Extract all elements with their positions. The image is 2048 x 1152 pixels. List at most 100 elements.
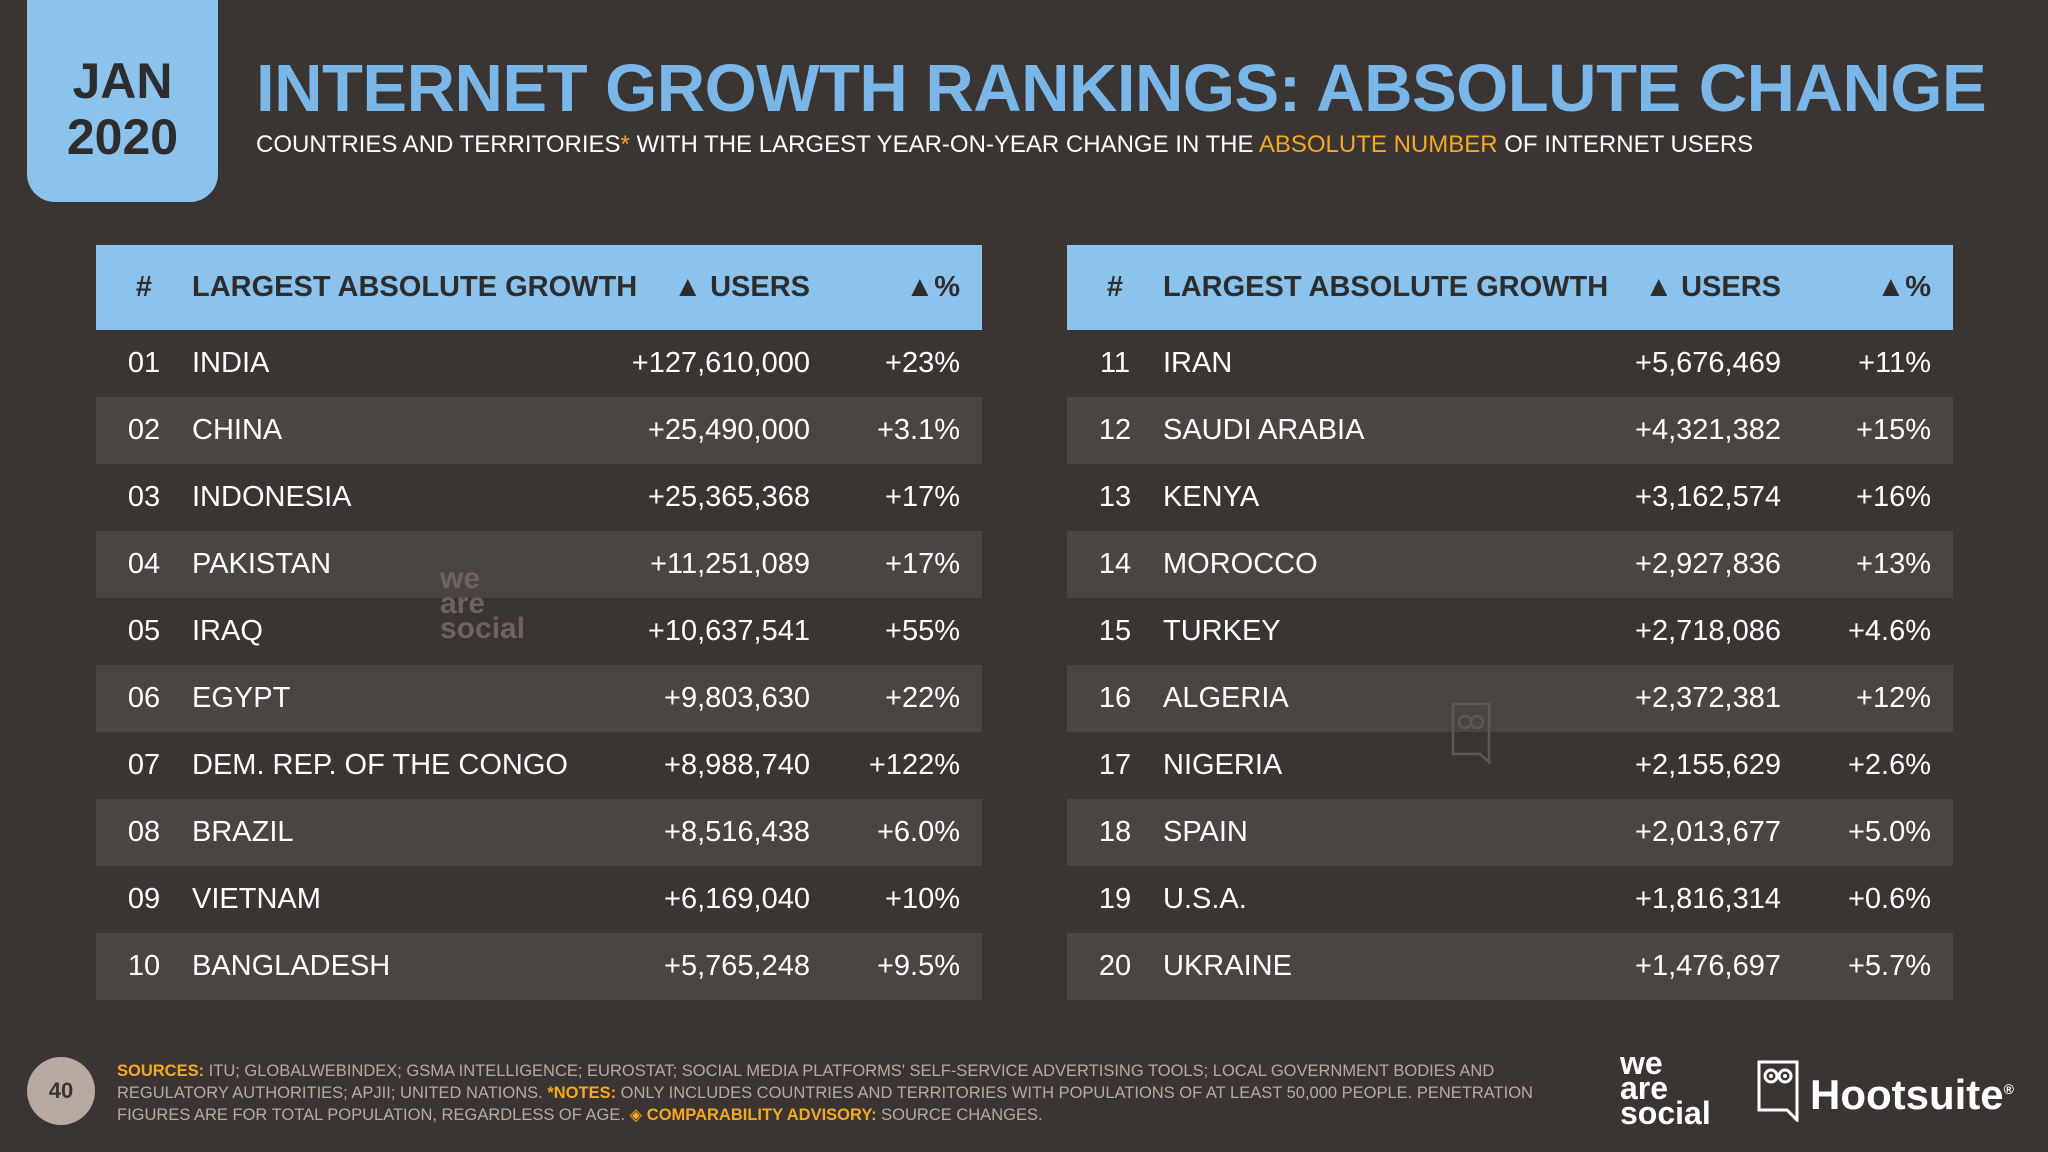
row-users: +1,816,314 (1635, 883, 1781, 915)
row-pct: +22% (810, 665, 982, 732)
hootsuite-owl-icon (1757, 1060, 1799, 1122)
row-users: +8,516,438 (580, 799, 810, 866)
row-country: INDIA (192, 347, 270, 379)
watermark-line3: social (440, 612, 526, 645)
row-rank: 19 (1098, 883, 1132, 915)
owl-watermark-icon (1451, 702, 1491, 764)
row-country: DEM. REP. OF THE CONGO (192, 749, 568, 781)
header-pct: ▲% (1781, 245, 1953, 330)
row-pct: +0.6% (1847, 883, 1931, 915)
row-pct: +55% (885, 615, 960, 647)
row-users: +3,162,574 (1635, 481, 1781, 513)
table-row: 16 ALGERIA +2,372,381 +12% (1067, 665, 1953, 732)
row-users: +2,372,381 (1551, 665, 1781, 732)
subtitle-part2: WITH THE LARGEST YEAR-ON-YEAR CHANGE IN … (629, 131, 1259, 158)
row-pct: +3.1% (810, 397, 982, 464)
row-pct: +5.7% (1781, 933, 1953, 1000)
row-pct: +4.6% (1847, 615, 1931, 647)
header-name: LARGEST ABSOLUTE GROWTH (192, 245, 637, 330)
header-pct: ▲% (810, 245, 982, 330)
row-country: PAKISTAN (192, 531, 580, 598)
we-are-social-logo: we are social (1620, 1047, 1711, 1129)
row-users: +4,321,382 (1551, 397, 1781, 464)
row-pct: +5.0% (1781, 799, 1953, 866)
row-rank: 03 (127, 481, 161, 513)
row-users: +9,803,630 (580, 665, 810, 732)
registered-mark: ® (2003, 1081, 2014, 1097)
subtitle-asterisk: * (620, 131, 630, 158)
row-country: SAUDI ARABIA (1163, 397, 1551, 464)
subtitle-part1: COUNTRIES AND TERRITORIES (256, 131, 621, 158)
row-pct: +23% (885, 347, 960, 379)
hootsuite-wordmark: Hootsuite (1810, 1071, 2004, 1118)
row-users: +11,251,089 (580, 531, 810, 598)
page-title: INTERNET GROWTH RANKINGS: ABSOLUTE CHANG… (256, 51, 1987, 126)
page-number: 40 (27, 1057, 95, 1125)
row-pct: +15% (1781, 397, 1953, 464)
row-country: KENYA (1163, 481, 1260, 513)
row-country: VIETNAM (192, 883, 321, 915)
subtitle-part3: OF INTERNET USERS (1497, 131, 1754, 158)
we-are-social-watermark: we are social (440, 564, 526, 645)
table-row: 05 IRAQ +10,637,541 +55% (96, 598, 982, 665)
row-rank: 12 (1067, 397, 1163, 464)
row-users: +8,988,740 (664, 749, 810, 781)
header-users: ▲ USERS (1551, 245, 1781, 330)
row-country: EGYPT (192, 665, 580, 732)
header-rank: # (96, 245, 192, 330)
table-row: 13 KENYA +3,162,574 +16% (1067, 464, 1953, 531)
table-row: 02 CHINA +25,490,000 +3.1% (96, 397, 982, 464)
row-rank: 13 (1098, 481, 1132, 513)
row-country: U.S.A. (1163, 883, 1247, 915)
sources-text: ITU; GLOBALWEBINDEX; GSMA INTELLIGENCE; … (117, 1062, 1495, 1102)
row-pct: +17% (810, 531, 982, 598)
row-country: TURKEY (1163, 615, 1281, 647)
table-row: 19 U.S.A. +1,816,314 +0.6% (1067, 866, 1953, 933)
row-users: +127,610,000 (631, 347, 810, 379)
row-country: MOROCCO (1163, 531, 1551, 598)
row-rank: 07 (127, 749, 161, 781)
row-users: +2,927,836 (1551, 531, 1781, 598)
row-rank: 06 (96, 665, 192, 732)
table-row: 04 PAKISTAN +11,251,089 +17% (96, 531, 982, 598)
notes-label: *NOTES: (547, 1084, 617, 1102)
row-pct: +9.5% (810, 933, 982, 1000)
table-row: 20 UKRAINE +1,476,697 +5.7% (1067, 933, 1953, 1000)
row-pct: +12% (1781, 665, 1953, 732)
row-rank: 05 (127, 615, 161, 647)
row-rank: 10 (96, 933, 192, 1000)
row-rank: 11 (1099, 347, 1131, 379)
row-pct: +17% (885, 481, 960, 513)
row-country: SPAIN (1163, 799, 1551, 866)
table-body-left: 01 INDIA +127,610,000 +23% 02 CHINA +25,490,00… (96, 330, 982, 1000)
table-row: 12 SAUDI ARABIA +4,321,382 +15% (1067, 397, 1953, 464)
row-users: +2,718,086 (1635, 615, 1781, 647)
row-rank: 09 (127, 883, 161, 915)
table-row: 07 DEM. REP. OF THE CONGO +8,988,740 +122% (96, 732, 982, 799)
row-rank: 01 (127, 347, 161, 379)
sources-label: SOURCES: (117, 1062, 205, 1080)
table-row: 08 BRAZIL +8,516,438 +6.0% (96, 799, 982, 866)
table-row: 17 NIGERIA +2,155,629 +2.6% (1067, 732, 1953, 799)
row-users: +1,476,697 (1551, 933, 1781, 1000)
watermark-line2: are (440, 587, 486, 620)
row-users: +5,765,248 (580, 933, 810, 1000)
row-pct: +16% (1856, 481, 1931, 513)
table-header-row: # LARGEST ABSOLUTE GROWTH ▲ USERS ▲% (96, 245, 982, 330)
row-rank: 17 (1098, 749, 1132, 781)
table-row: 06 EGYPT +9,803,630 +22% (96, 665, 982, 732)
badge-year: 2020 (66, 109, 179, 165)
row-rank: 04 (96, 531, 192, 598)
table-row: 11 IRAN +5,676,469 +11% (1067, 330, 1953, 397)
advisory-label: ◈ COMPARABILITY ADVISORY: (629, 1106, 877, 1124)
row-country: INDONESIA (192, 481, 352, 513)
ranking-table-right: # LARGEST ABSOLUTE GROWTH ▲ USERS ▲% 11 I… (1067, 245, 1953, 1000)
row-pct: +2.6% (1847, 749, 1931, 781)
row-users: +25,490,000 (580, 397, 810, 464)
row-users: +25,365,368 (647, 481, 810, 513)
row-rank: 14 (1067, 531, 1163, 598)
row-rank: 08 (96, 799, 192, 866)
row-country: IRAQ (192, 615, 263, 647)
row-country: NIGERIA (1163, 749, 1283, 781)
header-users: ▲ USERS (580, 245, 810, 330)
